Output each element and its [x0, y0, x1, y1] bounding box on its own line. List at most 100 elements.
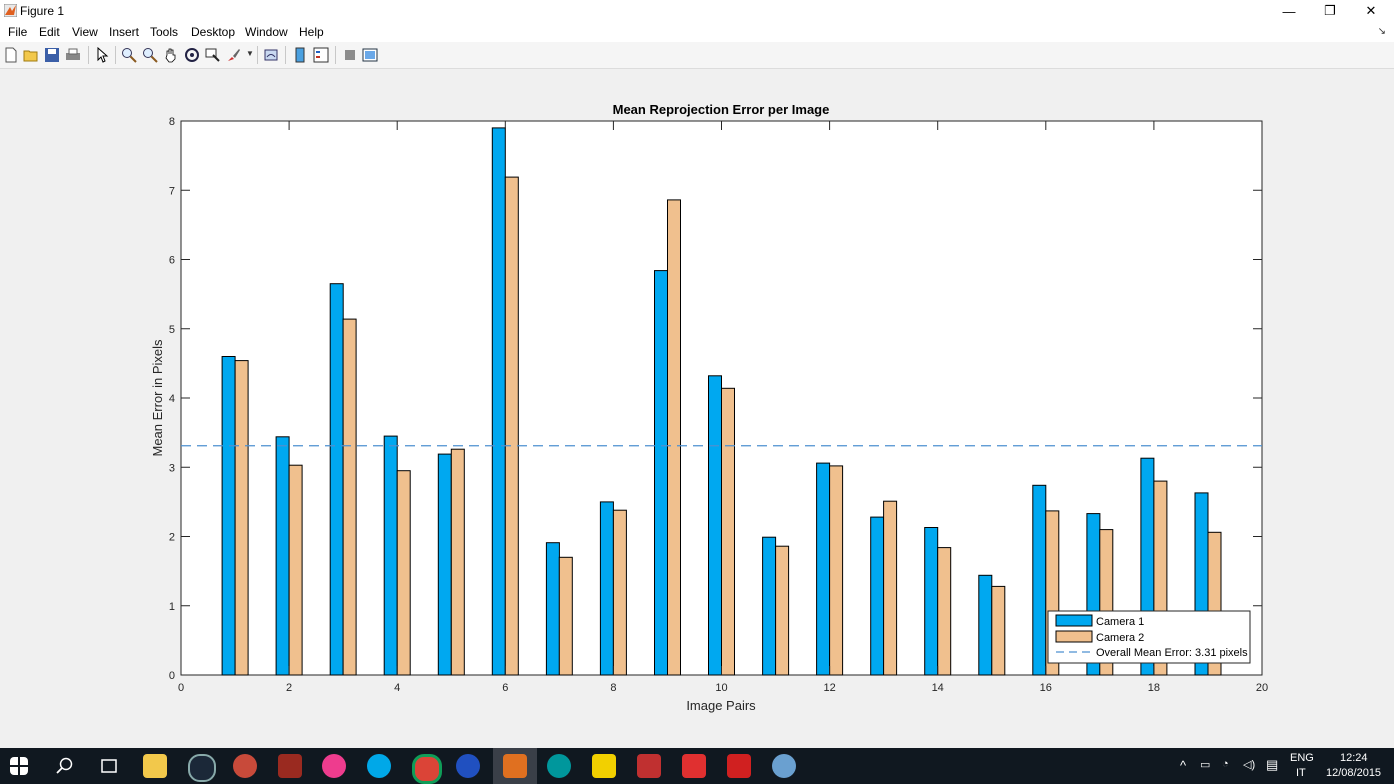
- bar-camera-2-pair-7[interactable]: [558, 556, 573, 676]
- bar-camera-2-pair-14[interactable]: [937, 547, 952, 676]
- hide-plot-tools-icon[interactable]: [342, 47, 358, 63]
- clock-time[interactable]: 12:24: [1340, 752, 1368, 764]
- wifi-icon[interactable]: ◔: [1222, 758, 1229, 770]
- x-tick-label: 18: [1148, 682, 1160, 694]
- app-icon[interactable]: [278, 754, 302, 778]
- windows-start-icon[interactable]: [10, 757, 28, 775]
- restore-button[interactable]: ❐: [1324, 3, 1336, 18]
- y-tick-label: 3: [169, 462, 175, 474]
- bar-camera-1-pair-10[interactable]: [708, 375, 722, 676]
- print-icon[interactable]: [65, 47, 81, 63]
- clock-date[interactable]: 12/08/2015: [1326, 767, 1382, 779]
- bar-camera-1-pair-15[interactable]: [978, 574, 993, 676]
- volume-icon[interactable]: ◁): [1243, 759, 1256, 771]
- bar-camera-1-pair-14[interactable]: [924, 527, 939, 676]
- file-explorer-icon[interactable]: [143, 754, 167, 778]
- bar-camera-2-pair-6[interactable]: [504, 176, 519, 676]
- menu-desktop[interactable]: Desktop: [191, 25, 236, 39]
- figure-toolbar: ▼: [0, 42, 1394, 69]
- menu-view[interactable]: View: [72, 25, 98, 39]
- task-view-icon[interactable]: [100, 757, 118, 775]
- bar-camera-1-pair-1[interactable]: [221, 356, 236, 676]
- toolbar-separator: [88, 46, 89, 64]
- dock-arrow-icon[interactable]: ↘: [1377, 26, 1386, 37]
- legend-icon[interactable]: [313, 47, 329, 63]
- keyboard-layout[interactable]: IT: [1296, 767, 1306, 779]
- bar-camera-1-pair-6[interactable]: [491, 127, 506, 676]
- bar-camera-1-pair-5[interactable]: [437, 453, 452, 676]
- x-tick-label: 14: [932, 682, 944, 694]
- data-cursor-icon[interactable]: [205, 47, 221, 63]
- bar-camera-1-pair-12[interactable]: [816, 462, 831, 676]
- action-center-icon[interactable]: ▤: [1266, 757, 1279, 772]
- bar-camera-2-pair-5[interactable]: [450, 448, 465, 676]
- app-icon[interactable]: [456, 754, 480, 778]
- new-figure-icon[interactable]: [3, 47, 19, 63]
- close-button[interactable]: ✕: [1365, 3, 1377, 18]
- bar-camera-2-pair-15[interactable]: [991, 585, 1006, 676]
- pointer-icon[interactable]: [94, 47, 110, 63]
- bar-camera-2-pair-9[interactable]: [667, 199, 681, 676]
- brush-icon[interactable]: [226, 47, 242, 63]
- bar-camera-1-pair-9[interactable]: [654, 270, 668, 676]
- x-tick-label: 6: [502, 682, 508, 694]
- link-icon[interactable]: [263, 47, 279, 63]
- language-indicator[interactable]: ENG: [1290, 752, 1314, 764]
- app-icon[interactable]: [592, 754, 616, 778]
- paint-icon[interactable]: [772, 754, 796, 778]
- menu-insert[interactable]: Insert: [109, 25, 140, 39]
- search-icon[interactable]: [56, 757, 74, 775]
- menu-file[interactable]: File: [8, 25, 28, 39]
- autocad-icon[interactable]: [682, 754, 706, 778]
- bar-camera-1-pair-8[interactable]: [599, 501, 614, 676]
- bar-camera-1-pair-16[interactable]: [1032, 484, 1047, 676]
- bar-camera-2-pair-10[interactable]: [721, 387, 735, 676]
- bar-camera-1-pair-2[interactable]: [275, 436, 290, 676]
- skype-icon[interactable]: [367, 754, 391, 778]
- y-tick-label: 4: [169, 393, 175, 405]
- minimize-button[interactable]: —: [1282, 3, 1296, 19]
- show-plot-tools-icon[interactable]: [362, 47, 378, 63]
- matlab-icon[interactable]: [503, 754, 527, 778]
- bar-camera-1-pair-3[interactable]: [329, 283, 344, 676]
- bar-camera-1-pair-7[interactable]: [545, 542, 560, 676]
- brush-dropdown-icon[interactable]: ▼: [246, 49, 254, 58]
- rotate-icon[interactable]: [184, 47, 200, 63]
- menu-tools[interactable]: Tools: [150, 25, 179, 39]
- menu-help[interactable]: Help: [299, 25, 324, 39]
- steam-icon[interactable]: [188, 754, 216, 782]
- zoom-out-icon[interactable]: [142, 47, 158, 63]
- bar-camera-2-pair-13[interactable]: [883, 500, 898, 676]
- menu-edit[interactable]: Edit: [39, 25, 60, 39]
- bar-camera-2-pair-8[interactable]: [612, 509, 627, 676]
- toolbar-separator: [335, 46, 336, 64]
- zoom-in-icon[interactable]: [121, 47, 137, 63]
- bar-camera-2-pair-11[interactable]: [775, 545, 790, 676]
- itunes-icon[interactable]: [322, 754, 346, 778]
- app-icon[interactable]: [233, 754, 257, 778]
- x-tick-label: 12: [823, 682, 835, 694]
- arduino-icon[interactable]: [547, 754, 571, 778]
- colorbar-icon[interactable]: [292, 47, 308, 63]
- show-hidden-icons-icon[interactable]: ^: [1180, 758, 1187, 773]
- bar-camera-2-pair-2[interactable]: [288, 464, 303, 676]
- chrome-icon[interactable]: [412, 754, 442, 784]
- save-icon[interactable]: [44, 47, 60, 63]
- x-tick-label: 20: [1256, 682, 1268, 694]
- legend[interactable]: Camera 1 Camera 2 Overall Mean Error: 3.…: [1047, 610, 1251, 664]
- bar-camera-1-pair-13[interactable]: [870, 516, 885, 676]
- bar-camera-2-pair-4[interactable]: [396, 470, 411, 676]
- battery-icon[interactable]: ▭: [1200, 759, 1211, 771]
- bar-camera-2-pair-12[interactable]: [829, 465, 844, 676]
- y-tick-label: 8: [169, 116, 175, 128]
- menu-window[interactable]: Window: [245, 25, 288, 39]
- autocad-icon[interactable]: [727, 754, 751, 778]
- open-icon[interactable]: [23, 47, 39, 63]
- bar-camera-1-pair-11[interactable]: [762, 536, 777, 676]
- bar-camera-2-pair-1[interactable]: [234, 360, 249, 676]
- pan-icon[interactable]: [163, 47, 179, 63]
- bar-camera-1-pair-4[interactable]: [383, 435, 398, 676]
- bar-camera-2-pair-3[interactable]: [342, 318, 357, 676]
- x-tick-label: 8: [610, 682, 616, 694]
- app-icon[interactable]: [637, 754, 661, 778]
